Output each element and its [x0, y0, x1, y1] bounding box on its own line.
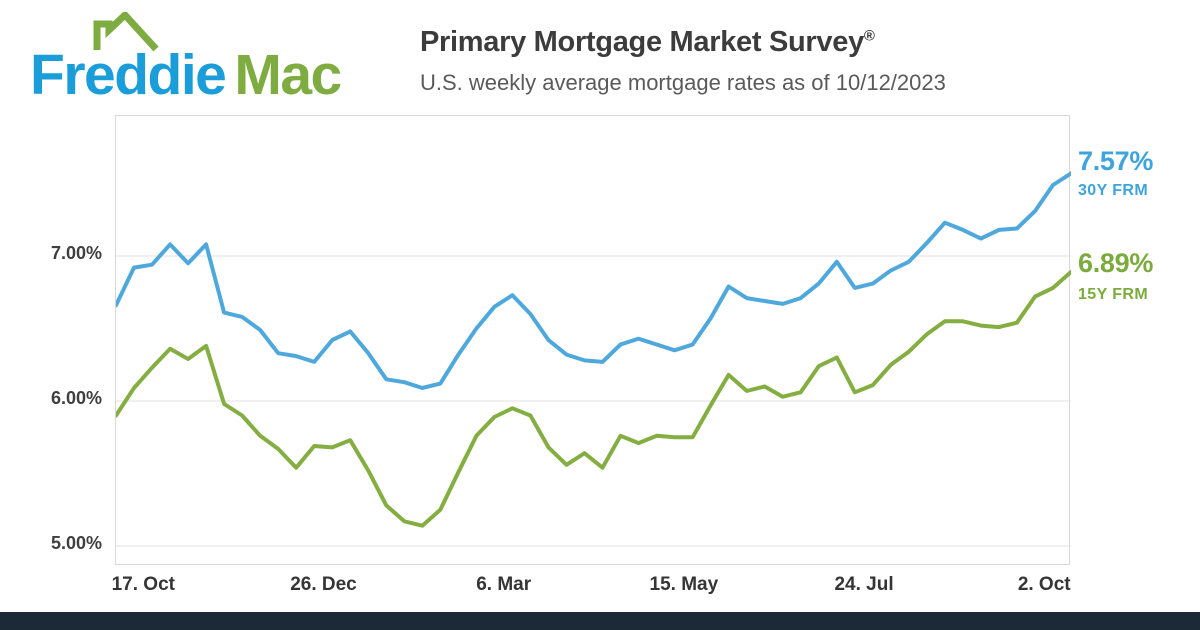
x-axis-label-oct17: 17. Oct — [111, 574, 175, 595]
x-axis-label-oct2: 2. Oct — [1017, 574, 1071, 595]
x-axis-label-dec26: 26. Dec — [290, 574, 357, 595]
freddie-mac-logo: Freddie Mac — [28, 10, 413, 110]
header: Primary Mortgage Market Survey® U.S. wee… — [420, 26, 946, 96]
y-axis-label-7: 7.00% — [50, 243, 102, 264]
page-subtitle: U.S. weekly average mortgage rates as of… — [420, 70, 946, 95]
footer-bar — [0, 612, 1200, 630]
x-axis-label-mar6: 6. Mar — [476, 574, 532, 595]
rate-value-15y: 6.89% — [1078, 248, 1154, 278]
logo-word-freddie: Freddie — [30, 43, 227, 107]
rates-line-chart — [115, 115, 1071, 565]
page-title-text: Primary Mortgage Market Survey — [420, 26, 864, 58]
rate-value-30y: 7.57% — [1078, 146, 1154, 176]
logo-roof-icon — [93, 12, 159, 52]
y-axis-label-6: 6.00% — [50, 388, 102, 409]
logo-wordmark: Freddie Mac — [30, 42, 342, 108]
series-label-30y-frm: 30Y FRM — [1078, 182, 1149, 199]
chart-plot-svg — [116, 171, 1071, 547]
series-label-15y-frm: 15Y FRM — [1078, 286, 1149, 303]
x-axis-label-may15: 15. May — [649, 574, 719, 595]
y-axis-label-5: 5.00% — [50, 532, 102, 553]
logo-word-mac: Mac — [234, 43, 342, 107]
registered-mark: ® — [863, 27, 875, 45]
page-title: Primary Mortgage Market Survey® — [420, 26, 946, 59]
x-axis-label-jul24: 24. Jul — [834, 574, 894, 595]
